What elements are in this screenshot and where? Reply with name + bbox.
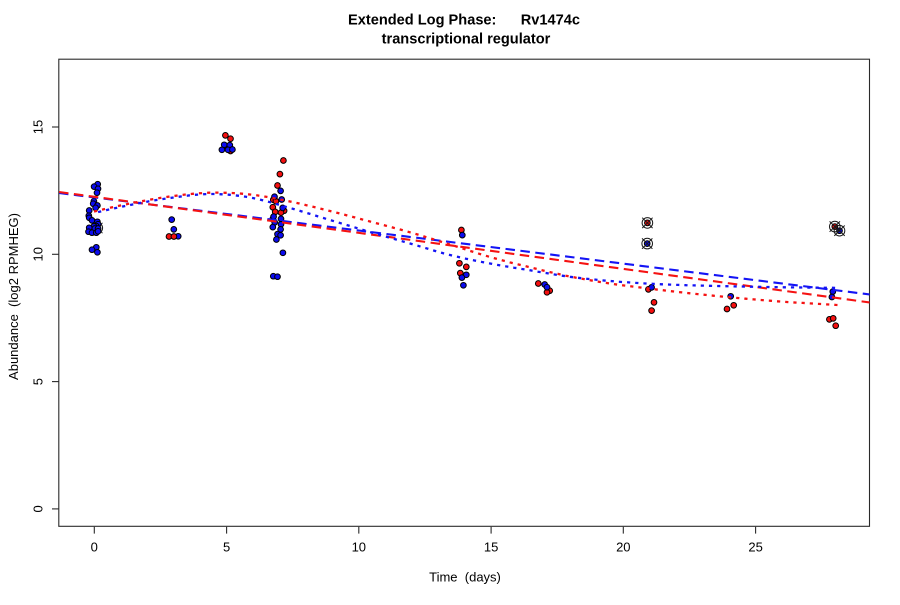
svg-text:Abundance (log2 RPMHEG): Abundance (log2 RPMHEG) <box>6 213 21 380</box>
svg-text:0: 0 <box>91 540 98 555</box>
svg-text:20: 20 <box>616 540 630 555</box>
svg-text:5: 5 <box>31 378 46 385</box>
svg-text:Extended Log Phase: Rv147: Extended Log Phase: Rv1474c <box>348 13 580 29</box>
svg-text:5: 5 <box>223 540 230 555</box>
svg-text:15: 15 <box>31 120 46 134</box>
svg-text:10: 10 <box>352 540 366 555</box>
svg-text:10: 10 <box>31 247 46 261</box>
svg-text:0: 0 <box>31 505 46 512</box>
svg-text:Time (days): Time (days) <box>429 570 501 585</box>
svg-text:transcriptional regulator: transcriptional regulator <box>382 32 551 48</box>
svg-text:25: 25 <box>748 540 762 555</box>
svg-text:15: 15 <box>484 540 498 555</box>
